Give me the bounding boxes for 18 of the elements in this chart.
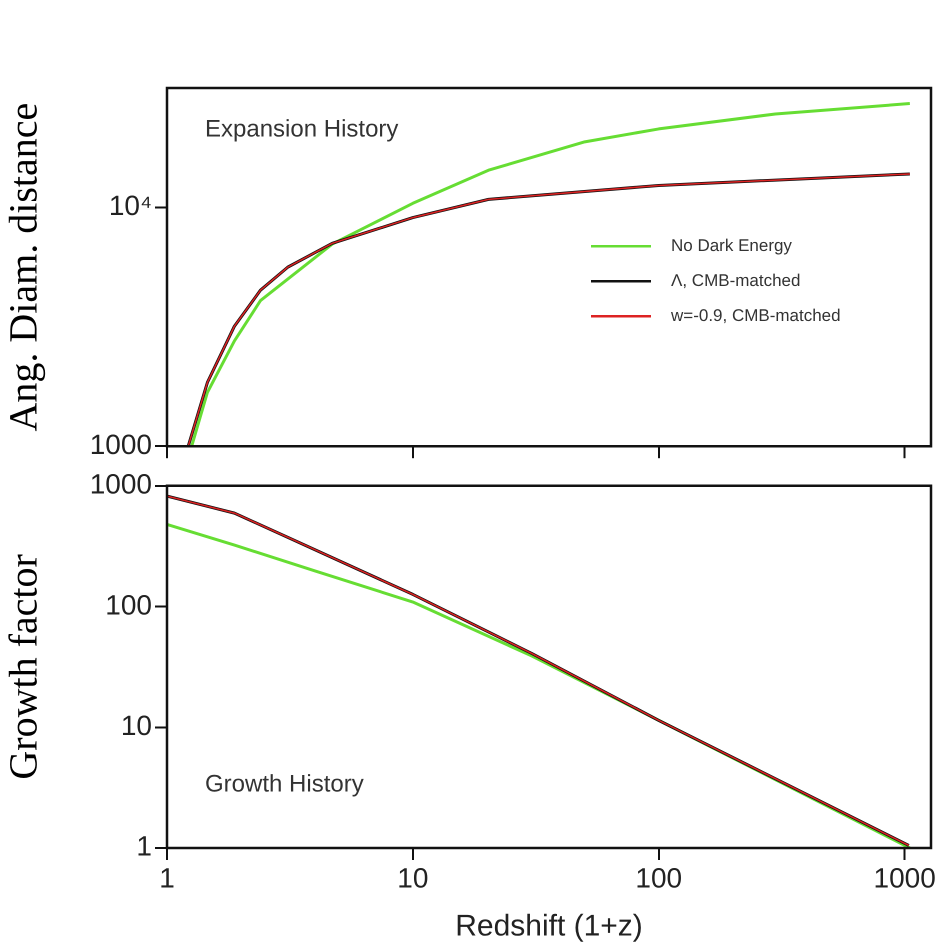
y-tick-label: 1000 <box>90 468 152 500</box>
legend-label: Λ, CMB-matched <box>671 270 800 290</box>
x-tick-label: 100 <box>635 862 682 894</box>
legend-label: No Dark Energy <box>671 236 792 255</box>
x-axis-title: Redshift (1+z) <box>455 909 643 942</box>
x-tick-label: 1 <box>159 862 175 894</box>
x-tick-label: 1000 <box>873 862 936 894</box>
y-tick-label: 10⁴ <box>108 190 152 222</box>
y-tick-label: 100 <box>105 589 152 620</box>
annotation: Growth History <box>205 770 364 798</box>
y-axis-title: Growth factor <box>0 554 46 780</box>
annotation: Expansion History <box>205 116 398 143</box>
x-tick-label: 10 <box>397 862 428 894</box>
y-tick-label: 10 <box>120 710 152 741</box>
y-tick-label: 1 <box>136 830 152 862</box>
y-axis-title: Ang. Diam. distance <box>0 102 46 432</box>
y-tick-label: 1000 <box>90 428 152 460</box>
legend-label: w=-0.9, CMB-matched <box>670 306 841 325</box>
